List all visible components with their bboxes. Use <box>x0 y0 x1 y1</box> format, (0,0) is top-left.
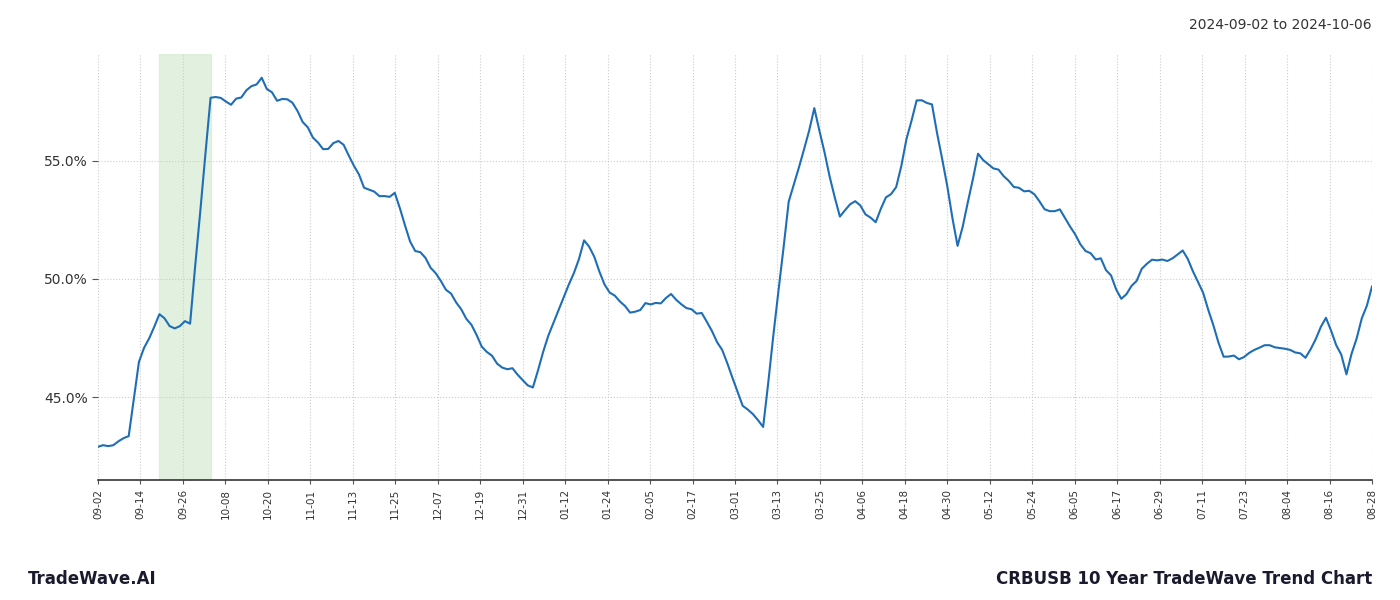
Bar <box>160 54 210 480</box>
Text: TradeWave.AI: TradeWave.AI <box>28 570 157 588</box>
Text: CRBUSB 10 Year TradeWave Trend Chart: CRBUSB 10 Year TradeWave Trend Chart <box>995 570 1372 588</box>
Text: 2024-09-02 to 2024-10-06: 2024-09-02 to 2024-10-06 <box>1190 18 1372 32</box>
